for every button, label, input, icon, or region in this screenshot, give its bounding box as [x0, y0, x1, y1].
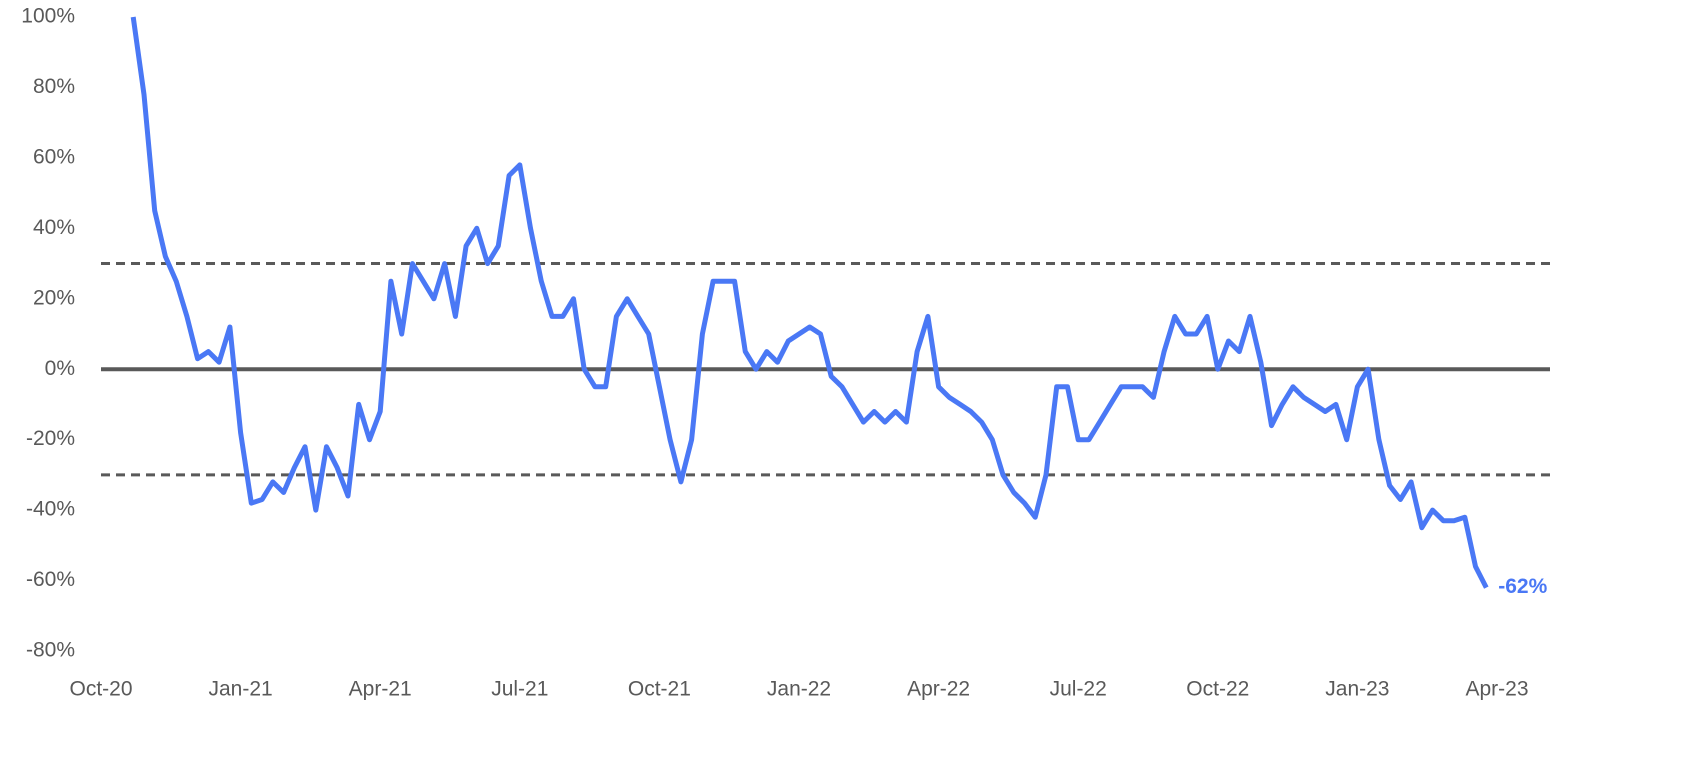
y-tick-label: 0% — [45, 357, 75, 380]
data-label: -62% — [1498, 575, 1547, 598]
data-line — [130, 16, 1489, 589]
y-tick-label: 20% — [33, 286, 75, 309]
x-tick-label: Oct-22 — [1186, 678, 1249, 701]
x-tick-label: Apr-23 — [1465, 678, 1528, 701]
y-tick-label: -60% — [26, 568, 75, 591]
y-tick-label: 80% — [33, 75, 75, 98]
x-tick-label: Apr-21 — [349, 678, 412, 701]
x-tick-label: Jan-22 — [767, 678, 831, 701]
x-tick-label: Apr-22 — [907, 678, 970, 701]
y-tick-label: 40% — [33, 216, 75, 239]
y-tick-label: -40% — [26, 498, 75, 521]
y-tick-label: 100% — [21, 5, 75, 28]
x-tick-label: Jan-23 — [1325, 678, 1389, 701]
x-tick-label: Jul-21 — [491, 678, 548, 701]
y-tick-label: 60% — [33, 145, 75, 168]
y-tick-label: -80% — [26, 639, 75, 662]
x-tick-label: Oct-20 — [69, 678, 132, 701]
x-tick-label: Jul-22 — [1050, 678, 1107, 701]
x-tick-label: Jan-21 — [208, 678, 272, 701]
y-tick-label: -20% — [26, 427, 75, 450]
x-tick-label: Oct-21 — [628, 678, 691, 701]
